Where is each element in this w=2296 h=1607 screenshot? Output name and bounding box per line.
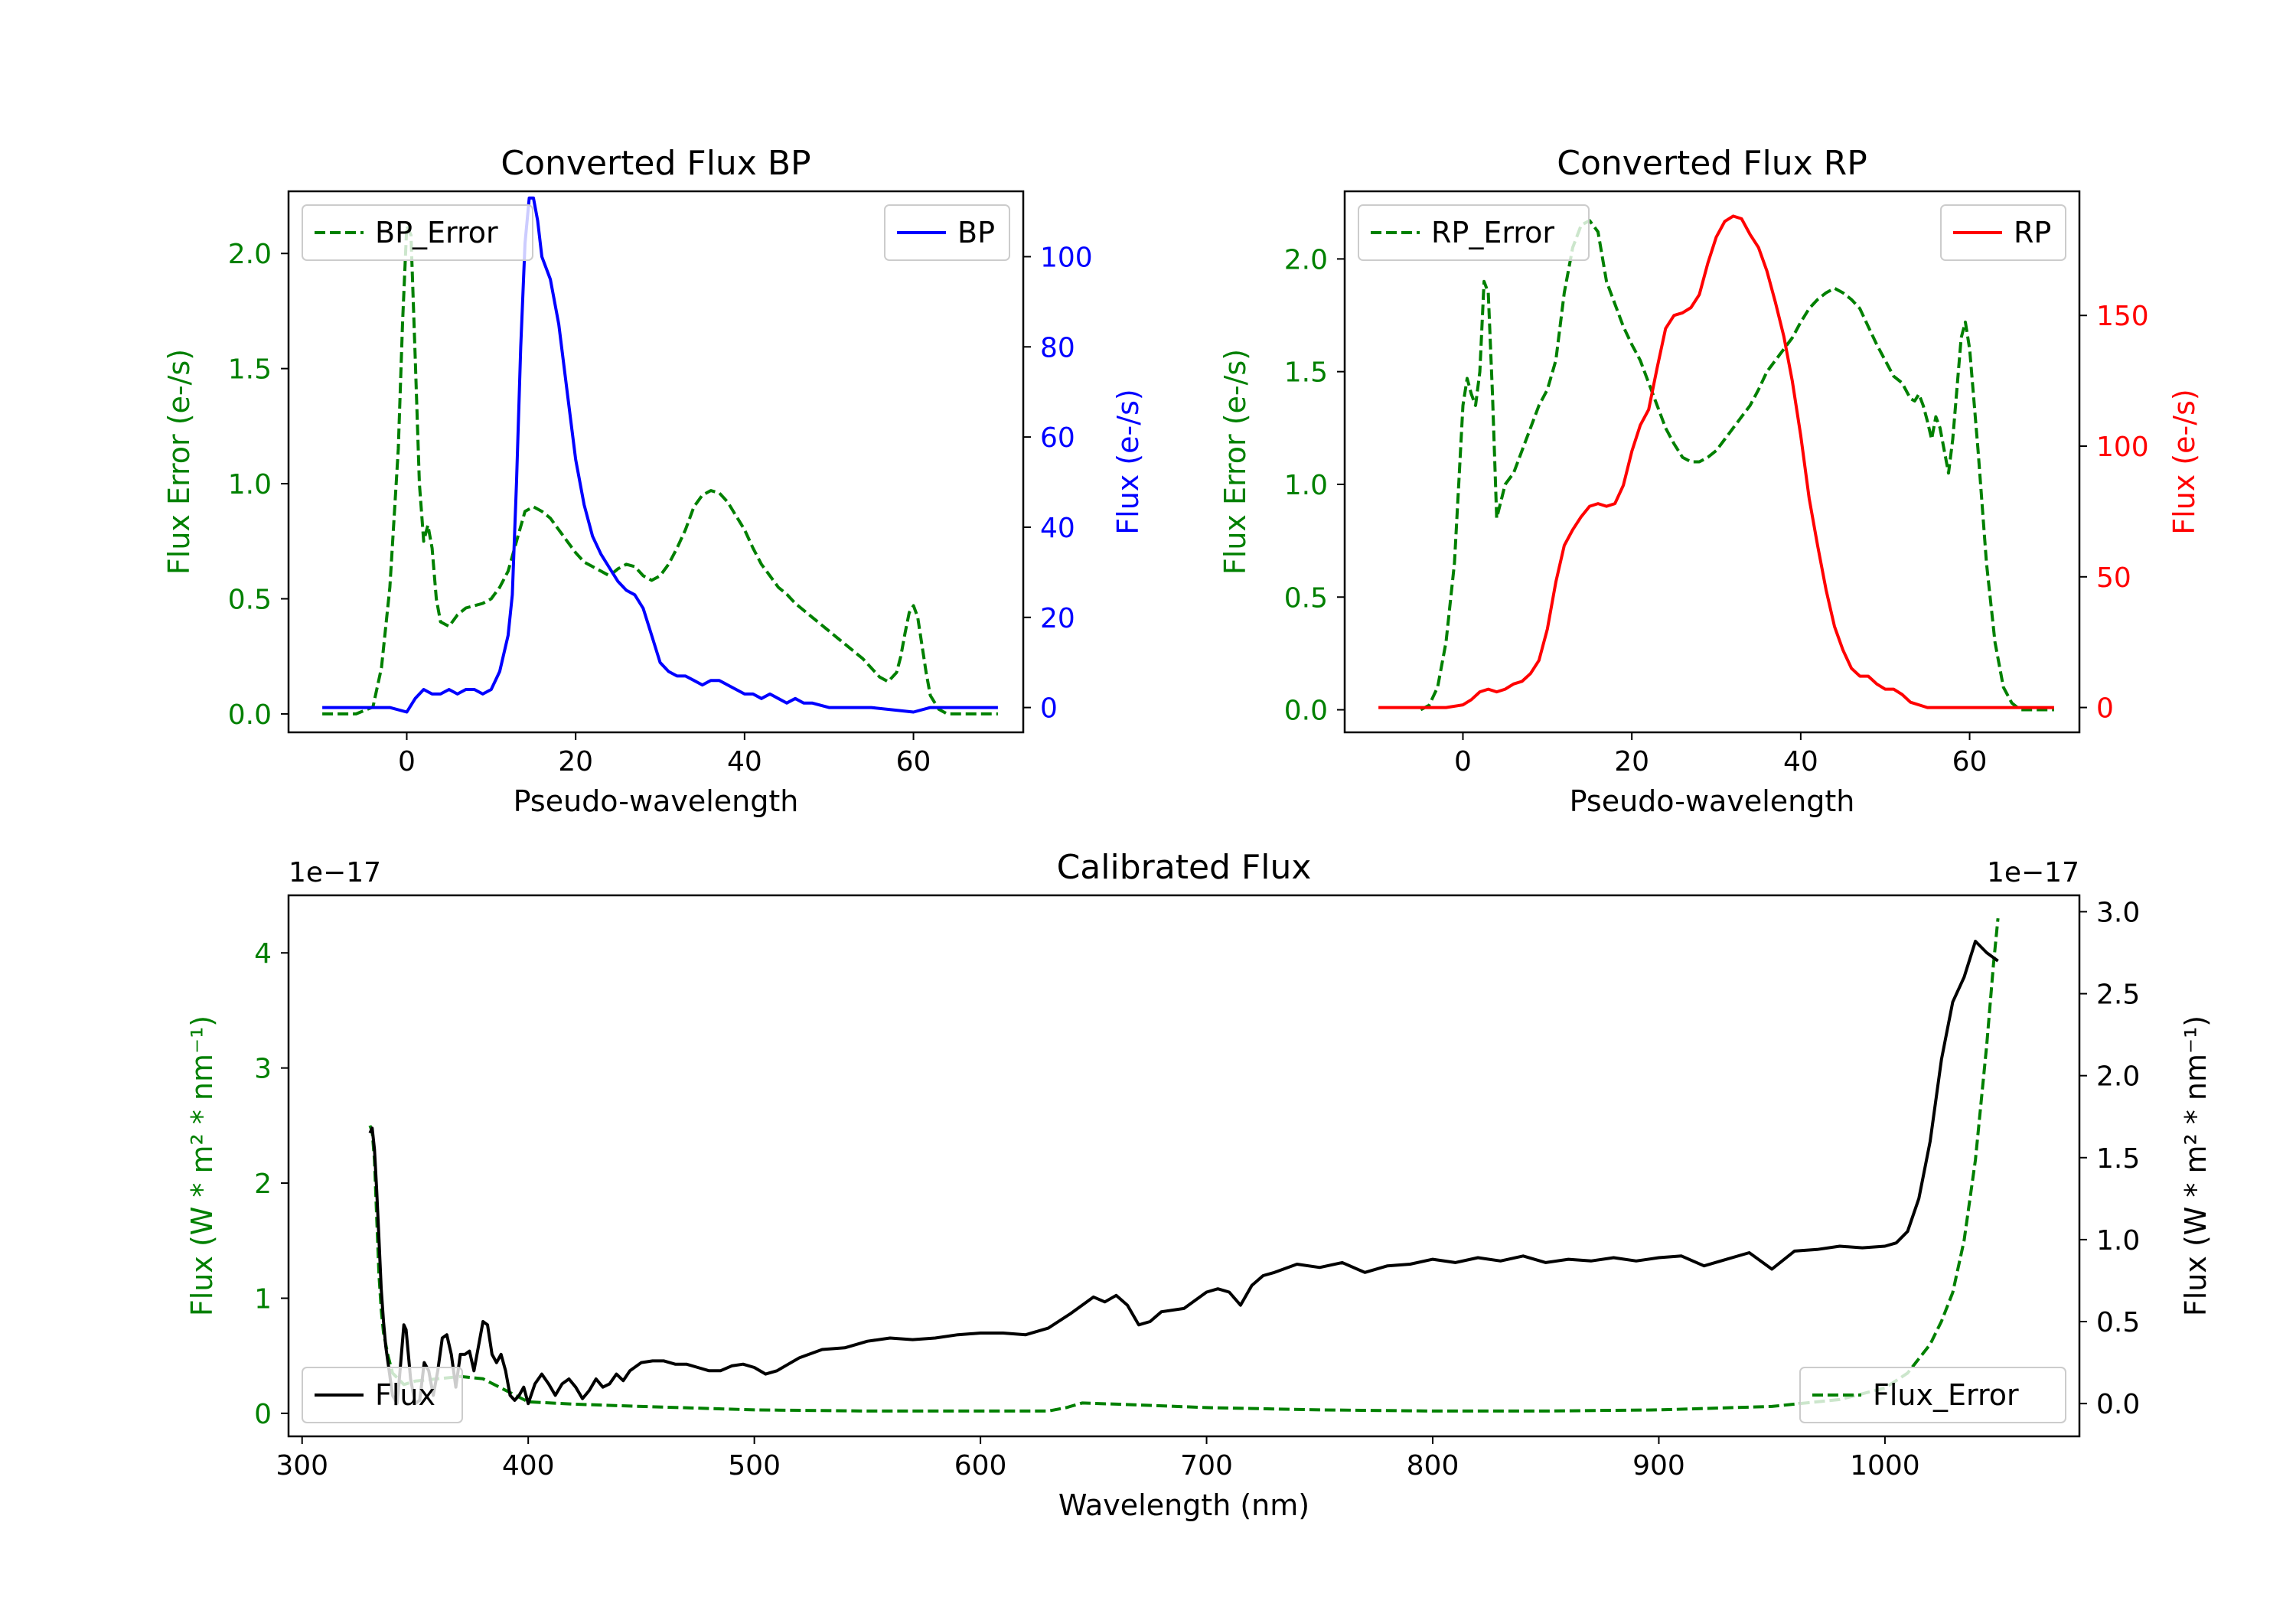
legend-box [1799, 1367, 2066, 1423]
y-right-offset-label: 1e−17 [1987, 857, 2079, 888]
series-bp-error-line [322, 224, 998, 715]
y-right-tick-label: 150 [2096, 301, 2149, 332]
series-group [322, 196, 998, 715]
y-left-offset-label: 1e−17 [289, 857, 381, 888]
y-right-tick-label: 2.0 [2096, 1061, 2140, 1093]
y-right-tick-label: 20 [1040, 603, 1075, 634]
y-right-tick-label: 2.5 [2096, 980, 2140, 1011]
legend-box [1358, 204, 1590, 261]
x-tick-label: 60 [1952, 746, 1988, 777]
x-tick-label: 700 [1180, 1450, 1233, 1482]
chart-bp: Converted Flux BP 0 20 40 60 Pseudo-wavelengt… [162, 144, 1145, 818]
x-tick-label: 20 [558, 746, 593, 777]
series-group [368, 918, 2000, 1413]
legend-label: RP_Error [1431, 216, 1554, 249]
x-tick-label: 900 [1632, 1450, 1685, 1482]
y-right-axis-label: Flux (e-/s) [1111, 389, 1145, 534]
y-left-tick-label: 3 [254, 1054, 272, 1085]
chart-title: Calibrated Flux [1057, 848, 1312, 887]
chart-title: Converted Flux BP [501, 144, 810, 183]
axes-frame [1343, 190, 2081, 734]
y-right-axis-label: Flux (W * m² * nm⁻¹) [2179, 1015, 2213, 1316]
y-right-tick-label: 3.0 [2096, 897, 2140, 928]
legend-box [302, 1367, 463, 1423]
x-tick-label: 20 [1614, 746, 1649, 777]
legend-flux: Flux [302, 1367, 463, 1423]
x-tick-label: 400 [502, 1450, 555, 1482]
y-right-tick-label: 0.0 [2096, 1389, 2140, 1420]
y-right-tick-label: 80 [1040, 332, 1075, 363]
y-left-tick-label: 0.0 [1284, 696, 1328, 727]
legend-flux-error: Flux_Error [1799, 1367, 2066, 1423]
legend-box [884, 204, 1010, 261]
y-right-tick-label: 50 [2096, 562, 2131, 594]
y-right-tick-label: 1.5 [2096, 1143, 2140, 1175]
y-left-axis-label: Flux Error (e-/s) [1218, 349, 1252, 575]
y-left-tick-label: 2.0 [1284, 244, 1328, 275]
legend-rp-error: RP_Error [1358, 204, 1590, 261]
y-left-tick-label: 2 [254, 1169, 272, 1200]
y-right-tick-label: 60 [1040, 422, 1075, 454]
y-right-tick-label: 0.5 [2096, 1307, 2140, 1338]
legend-label: Flux [375, 1378, 435, 1412]
y-left-tick-label: 1.0 [1284, 470, 1328, 501]
y-right-tick-label: 1.0 [2096, 1225, 2140, 1257]
x-tick-label: 500 [728, 1450, 781, 1482]
y-left-tick-label: 0 [254, 1399, 272, 1430]
y-left-tick-label: 0.5 [1284, 582, 1328, 614]
chart-title: Converted Flux RP [1557, 144, 1867, 183]
x-tick-label: 1000 [1850, 1450, 1920, 1482]
axes-frame [287, 190, 1025, 734]
x-tick-label: 600 [954, 1450, 1007, 1482]
chart-rp: Converted Flux RP 0 20 40 60 Pseudo-wavelengt… [1218, 144, 2201, 818]
legend-label: BP [957, 216, 995, 249]
y-left-tick-label: 4 [254, 938, 272, 970]
legend-bp-error: BP_Error [302, 204, 533, 261]
y-left-tick-label: 1.5 [228, 354, 272, 386]
y-right-tick-label: 100 [2096, 432, 2149, 463]
legend-label: BP_Error [375, 216, 498, 249]
x-tick-label: 800 [1407, 1450, 1459, 1482]
series-bp-line [322, 196, 998, 714]
x-tick-label: 300 [276, 1450, 328, 1482]
axes-frame [287, 894, 2081, 1438]
x-tick-label: 40 [1783, 746, 1818, 777]
y-left-tick-label: 2.0 [228, 239, 272, 270]
y-left-tick-label: 0.0 [228, 699, 272, 731]
y-right-tick-label: 0 [2096, 693, 2114, 725]
x-axis-label: Wavelength (nm) [1058, 1488, 1309, 1522]
legend-bp: BP [884, 204, 1010, 261]
y-left-axis-label: Flux (W * m² * nm⁻¹) [185, 1015, 219, 1316]
y-right-tick-label: 100 [1040, 242, 1093, 273]
y-left-tick-label: 1.0 [228, 469, 272, 500]
chart-calibrated: Calibrated Flux 300 400 500 600 700 800 900 1000… [185, 848, 2213, 1522]
series-rp-line [1378, 214, 2054, 709]
x-axis-label: Pseudo-wavelength [514, 784, 799, 818]
y-right-tick-label: 40 [1040, 513, 1075, 544]
legend-box [302, 204, 533, 261]
x-tick-label: 60 [896, 746, 931, 777]
y-left-tick-label: 0.5 [228, 585, 272, 616]
x-tick-label: 0 [1454, 746, 1472, 777]
series-flux-error-line [368, 918, 2000, 1413]
legend-label: RP [2014, 216, 2051, 249]
y-left-tick-label: 1 [254, 1283, 272, 1315]
x-axis-label: Pseudo-wavelength [1570, 784, 1855, 818]
y-left-tick-label: 1.5 [1284, 357, 1328, 389]
x-tick-label: 0 [398, 746, 416, 777]
legend-box [1940, 204, 2066, 261]
y-right-tick-label: 0 [1040, 693, 1058, 725]
series-group [1378, 214, 2054, 712]
series-rp-error-line [1420, 219, 2054, 712]
x-tick-label: 40 [727, 746, 762, 777]
series-flux-line [368, 940, 1999, 1406]
legend-rp: RP [1940, 204, 2066, 261]
y-left-axis-label: Flux Error (e-/s) [162, 349, 196, 575]
y-right-axis-label: Flux (e-/s) [2167, 389, 2201, 534]
legend-label: Flux_Error [1873, 1378, 2019, 1412]
